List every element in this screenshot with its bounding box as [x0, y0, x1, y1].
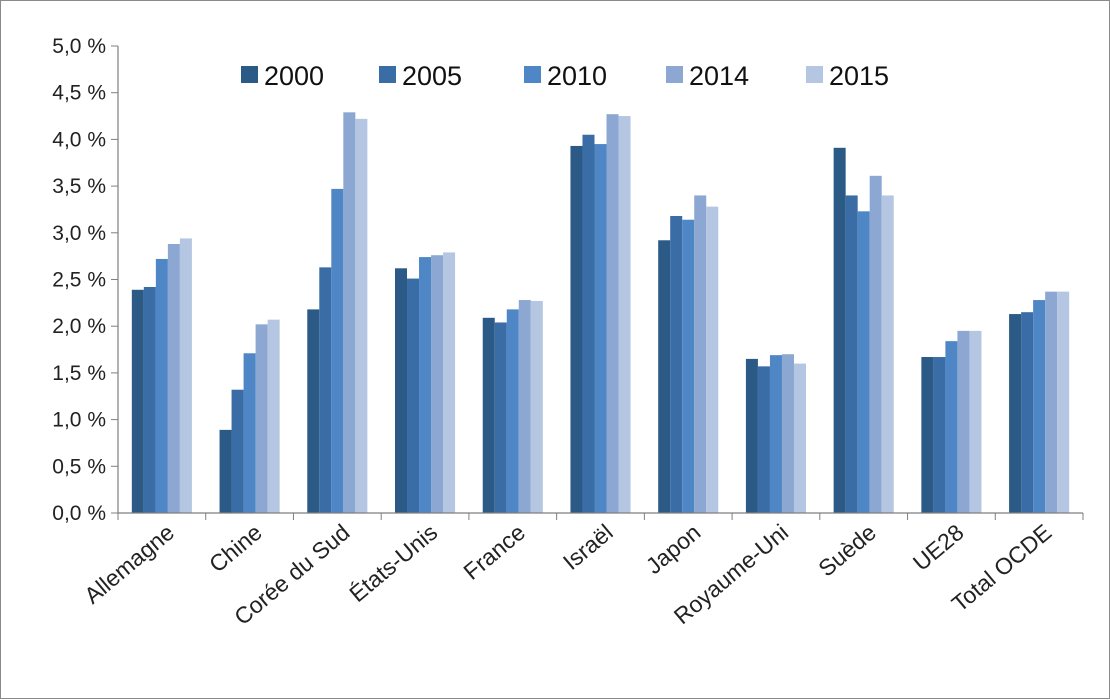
- bar-2000-5: [570, 145, 583, 514]
- bar-2015-8: [881, 195, 894, 513]
- x-tick-label: Israël: [558, 519, 618, 575]
- x-tick-label: Suède: [813, 519, 881, 582]
- bar-2000-0: [131, 289, 144, 513]
- legend-label: 2014: [689, 61, 749, 91]
- bar-2000-7: [745, 358, 758, 513]
- y-tick-label: 4,5 %: [52, 82, 106, 105]
- bar-2014-10: [1045, 291, 1058, 513]
- y-tick-label: 5,0 %: [52, 35, 106, 58]
- bar-2010-3: [419, 257, 432, 513]
- bar-2015-4: [530, 300, 543, 513]
- bar-2014-8: [869, 175, 882, 514]
- bar-2015-6: [706, 206, 719, 513]
- bar-2015-5: [618, 116, 631, 514]
- y-tick-label: 3,0 %: [52, 222, 106, 245]
- y-tick-label: 4,0 %: [52, 128, 106, 151]
- bar-2000-8: [833, 147, 846, 513]
- y-tick-label: 1,5 %: [52, 362, 106, 385]
- bar-2005-5: [582, 134, 595, 514]
- bar-2005-1: [231, 389, 244, 513]
- bar-2014-1: [255, 324, 268, 513]
- bar-2014-2: [343, 112, 356, 514]
- axes: [117, 46, 1084, 520]
- bar-2010-4: [506, 309, 519, 513]
- y-tick-label: 2,5 %: [52, 269, 106, 292]
- bar-2010-5: [594, 144, 607, 513]
- bar-2005-3: [407, 278, 420, 513]
- y-tick-label: 0,0 %: [52, 502, 106, 525]
- bar-2010-6: [682, 219, 695, 513]
- bar-2015-10: [1057, 291, 1070, 513]
- bar-2015-0: [179, 238, 192, 514]
- bar-2000-6: [658, 240, 671, 513]
- y-tick-label: 2,0 %: [52, 315, 106, 338]
- bar-2014-5: [606, 114, 619, 513]
- legend-label: 2015: [829, 61, 889, 91]
- legend-swatch-2015: [806, 66, 823, 83]
- bar-2005-6: [670, 215, 683, 513]
- x-tick-label: États-Unis: [344, 519, 442, 607]
- bar-2005-4: [494, 322, 507, 513]
- bar-2000-9: [921, 357, 934, 513]
- bar-2010-7: [769, 355, 782, 513]
- bar-2000-2: [307, 309, 320, 513]
- bar-2000-3: [394, 268, 408, 513]
- y-axis-ticks: 0,0 % 0,5 % 1,0 % 1,5 % 2,0 % 2,5 % 3,0 % 3,5 %…: [52, 35, 118, 525]
- bar-2000-4: [482, 317, 495, 513]
- legend-swatch-2000: [241, 66, 258, 83]
- bar-2010-10: [1033, 300, 1046, 513]
- legend-swatch-2014: [666, 66, 683, 83]
- bar-2015-9: [969, 330, 982, 513]
- bar-2015-2: [355, 118, 368, 514]
- legend-label: 2000: [264, 61, 324, 91]
- x-tick-label: France: [458, 519, 530, 585]
- bar-2000-10: [1009, 314, 1022, 513]
- bar-2010-1: [243, 353, 256, 513]
- legend-label: 2010: [547, 61, 607, 91]
- bar-2015-3: [443, 252, 456, 513]
- x-tick-label: Chine: [204, 519, 267, 578]
- bar-2005-8: [845, 195, 858, 513]
- bar-2005-0: [143, 286, 156, 513]
- bar-2014-0: [167, 244, 180, 513]
- legend: 2000 2005 2010 2014 2015: [241, 61, 889, 91]
- bar-2010-0: [155, 258, 168, 513]
- x-tick-label: Allemagne: [79, 519, 179, 609]
- bar-2014-6: [694, 195, 707, 513]
- bar-2014-7: [781, 354, 794, 513]
- bar-2010-9: [945, 341, 958, 513]
- bar-2010-2: [331, 188, 344, 514]
- bar-2010-8: [857, 211, 870, 513]
- bar-2005-7: [757, 366, 770, 513]
- legend-label: 2005: [402, 61, 462, 91]
- y-tick-label: 3,5 %: [52, 175, 106, 198]
- x-tick-label: Japon: [641, 519, 706, 579]
- legend-swatch-2010: [524, 66, 541, 83]
- bar-2014-9: [957, 330, 970, 513]
- bars: [131, 112, 1070, 514]
- legend-swatch-2005: [379, 66, 396, 83]
- x-tick-label: UE28: [908, 519, 969, 576]
- bar-2015-7: [793, 363, 807, 513]
- bar-2015-1: [267, 319, 280, 513]
- bar-2014-4: [518, 300, 531, 513]
- bar-2005-9: [933, 357, 946, 513]
- y-tick-label: 1,0 %: [52, 409, 106, 432]
- bar-2005-2: [319, 267, 332, 513]
- bar-2014-3: [431, 255, 444, 513]
- bar-2005-10: [1021, 312, 1034, 513]
- y-tick-label: 0,5 %: [52, 455, 106, 478]
- bar-2000-1: [219, 429, 232, 513]
